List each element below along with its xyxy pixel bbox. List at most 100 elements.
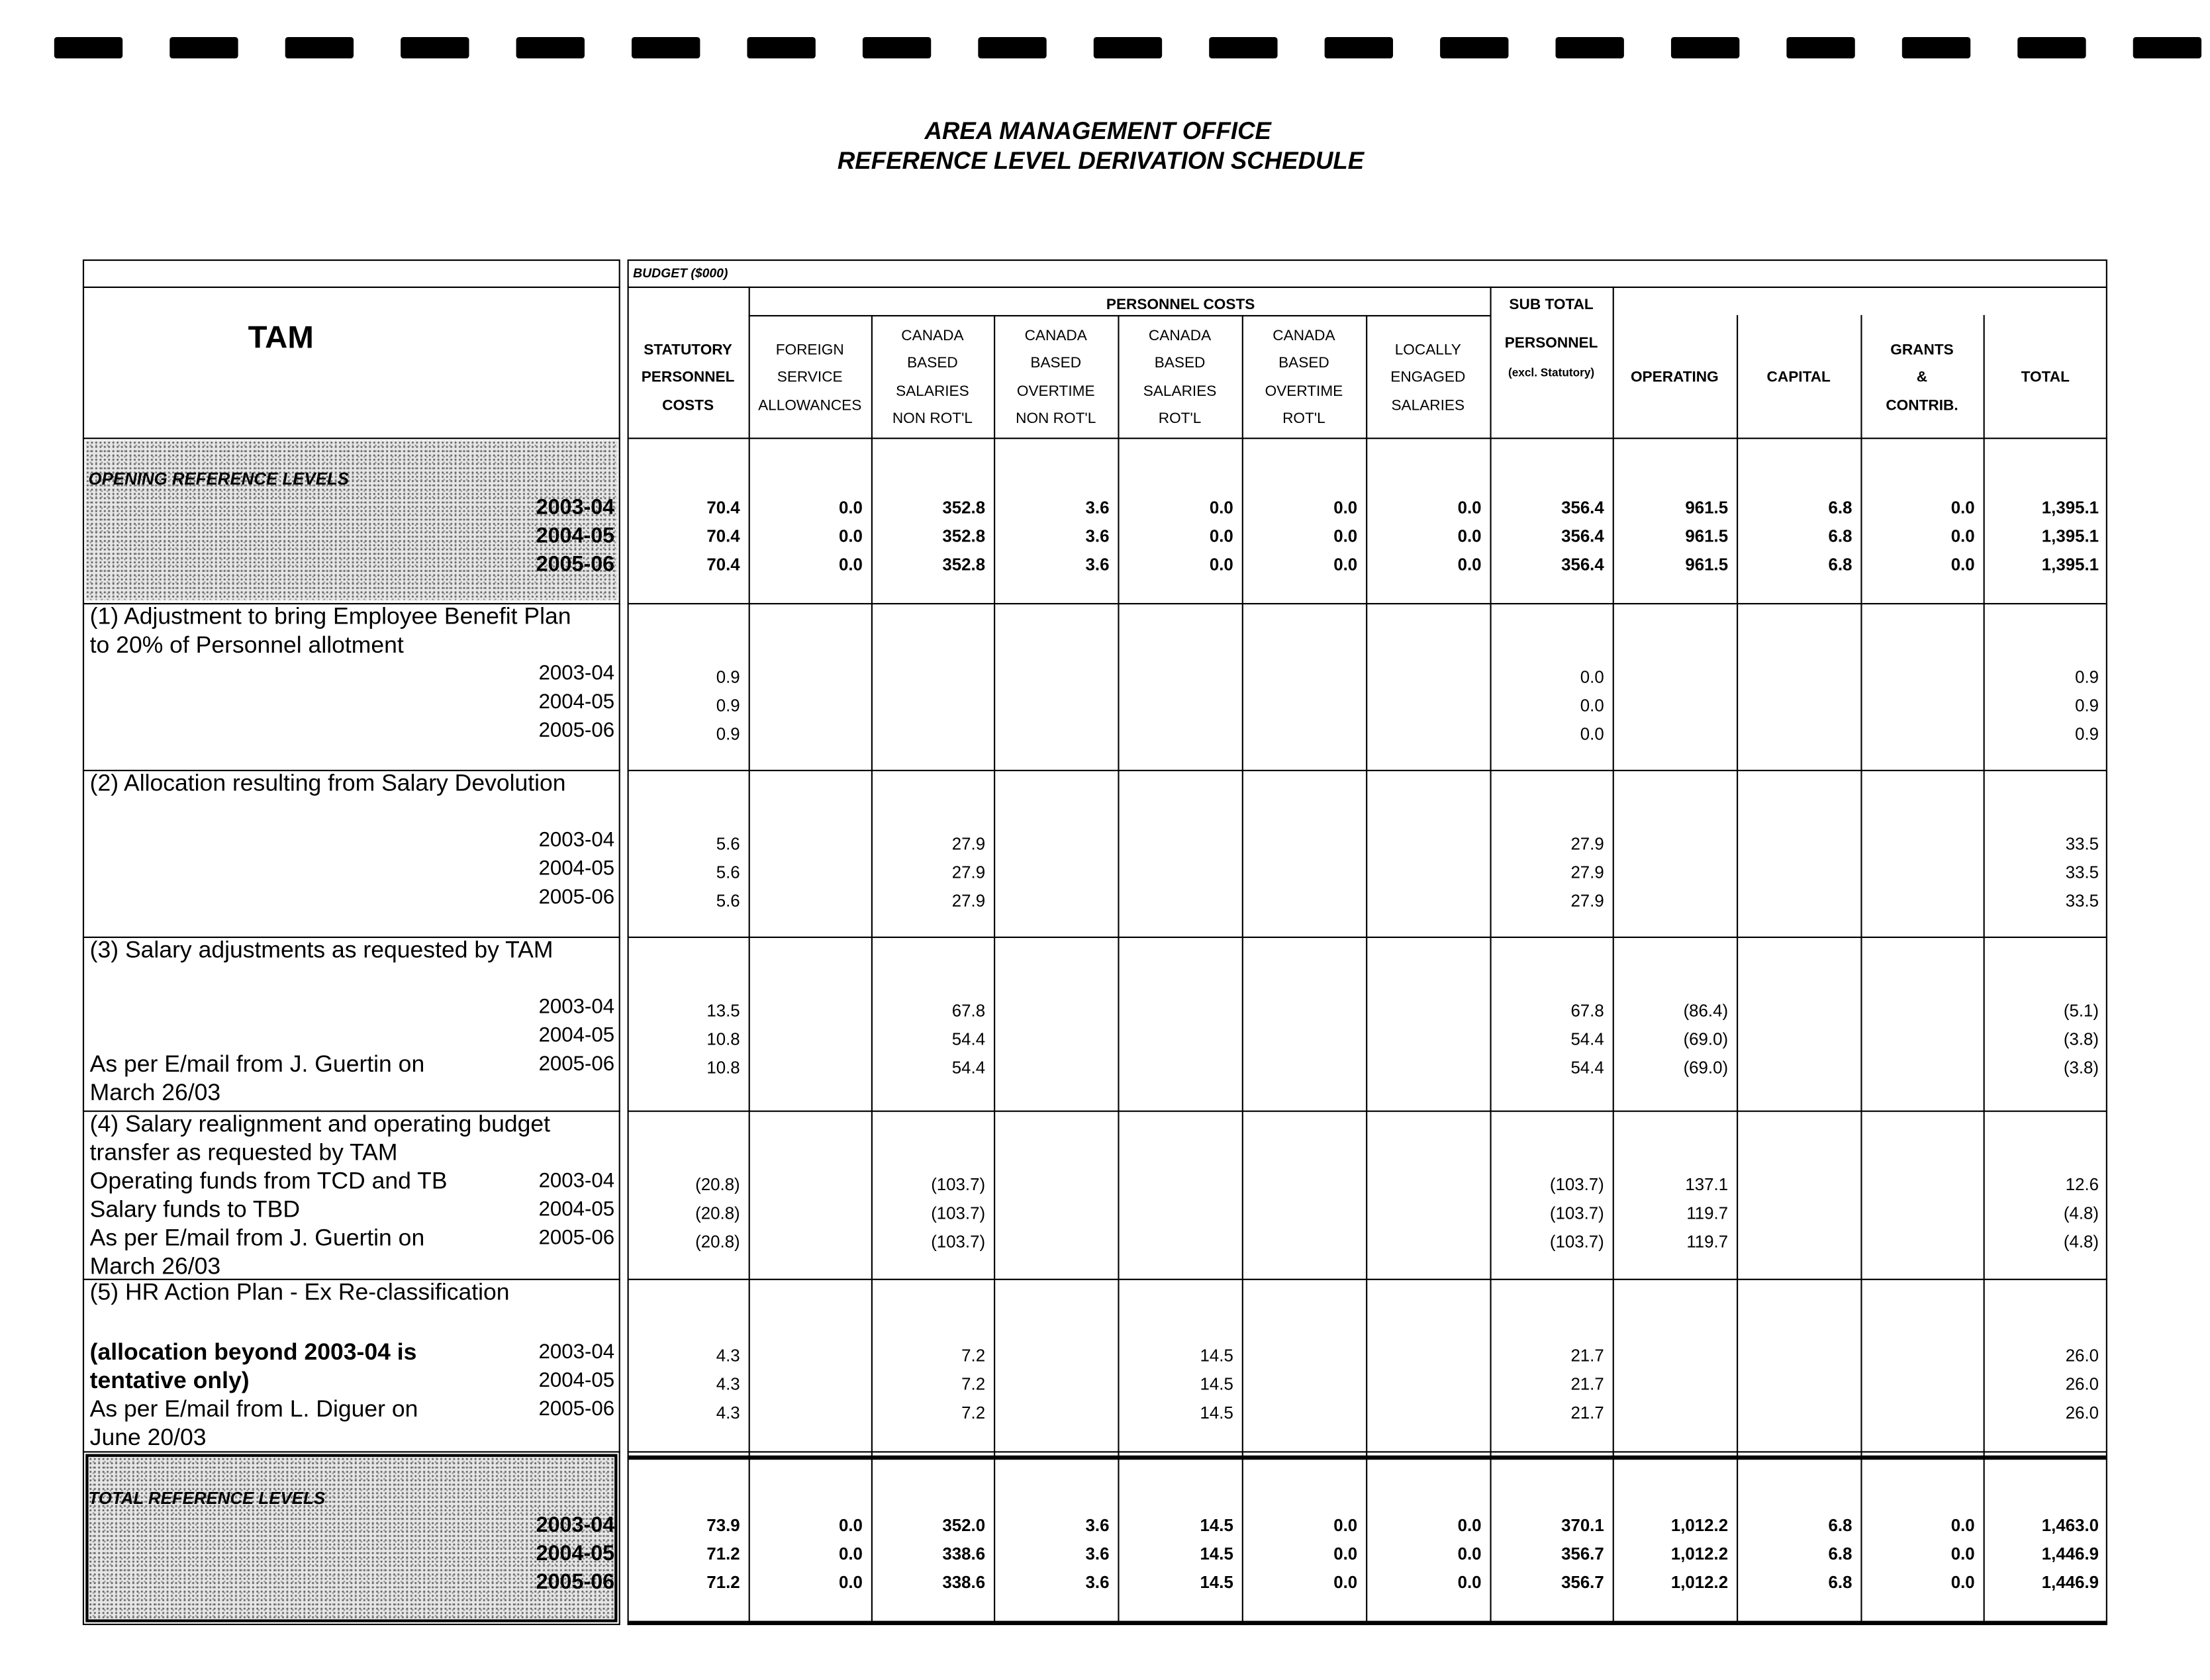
cell-value: 356.4 [1561,526,1604,546]
cell-value: 961.5 [1685,554,1729,575]
block-label: OPENING REFERENCE LEVELS [88,469,349,489]
cell-value: 1,446.9 [2041,1544,2099,1564]
cell-value: 0.0 [1950,497,1975,518]
row-note: Operating funds from TCD and TB [89,1168,448,1195]
left-panel [82,259,620,1626]
cell-value: 0.0 [1457,526,1482,546]
cell-value: 0.0 [838,497,863,518]
cell-value: (20.8) [695,1203,740,1223]
column-header: NON ROT'L [892,410,973,428]
cell-value: (86.4) [1683,1000,1729,1021]
cell-value: (103.7) [1549,1231,1604,1252]
title: AREA MANAGEMENT OFFICE [924,117,1271,145]
cell-value: 0.0 [1950,1572,1975,1593]
subtitle: REFERENCE LEVEL DERIVATION SCHEDULE [837,147,1365,175]
scan-mark [1901,36,1971,59]
column-header: CANADA [901,327,964,345]
cell-value: 33.5 [2065,833,2099,854]
cell-value: 137.1 [1685,1174,1729,1195]
cell-value: 0.0 [1457,1544,1482,1564]
cell-value: 352.0 [942,1515,986,1536]
year: 2004-05 [538,1024,615,1048]
rule [82,1278,620,1281]
total-frame [85,1454,618,1622]
block-label: TOTAL REFERENCE LEVELS [88,1488,326,1509]
cell-value: 0.0 [838,526,863,546]
cell-value: (5.1) [2063,1000,2099,1021]
cell-value: 0.0 [1950,526,1975,546]
cell-value: 27.9 [951,890,986,911]
cell-value: 0.0 [1333,554,1358,575]
cell-value: 14.5 [1200,1544,1233,1564]
rule [627,286,2107,289]
cell-value: 4.3 [716,1374,740,1395]
cell-value: 26.0 [2065,1403,2099,1423]
cell-value: 21.7 [1570,1374,1604,1395]
section-title: to 20% of Personnel allotment [89,632,404,659]
row-note: As per E/mail from J. Guertin on [89,1051,425,1078]
scan-mark [978,36,1047,59]
column-header: ENGAGED [1390,369,1466,387]
cell-value: 0.0 [1950,1544,1975,1564]
cell-value: 0.0 [1457,1515,1482,1536]
cell-value: 1,395.1 [2041,526,2099,546]
cell-value: (4.8) [2063,1231,2099,1252]
year: 2005-06 [536,552,615,577]
cell-value: 0.9 [716,667,740,688]
year: 2003-04 [538,829,615,853]
rule [1118,314,1120,1626]
cell-value: 0.0 [1209,526,1233,546]
cell-value: (3.8) [2063,1057,2099,1078]
column-header: STATUTORY [644,341,732,359]
year: 2003-04 [538,662,615,686]
column-header: ALLOWANCES [758,397,862,414]
year: 2004-05 [538,690,615,714]
cell-value: 14.5 [1200,1515,1233,1536]
cell-value: 0.0 [838,1572,863,1593]
column-header: BASED [1278,355,1329,373]
section-title: transfer as requested by TAM [89,1140,398,1166]
cell-value: 67.8 [1570,1000,1604,1021]
rule [1612,286,1615,1626]
rule [1366,314,1368,1626]
cell-value: 27.9 [951,833,986,854]
cell-value: 27.9 [951,862,986,883]
rule [1737,314,1739,1626]
row-note: tentative only) [89,1368,250,1394]
column-header: TOTAL [2021,369,2070,387]
scan-mark [2017,36,2086,59]
year: 2005-06 [538,886,615,910]
column-header: & [1916,369,1928,387]
column-header: COSTS [662,397,714,414]
cell-value: 338.6 [942,1544,986,1564]
year: 2003-04 [538,1340,615,1364]
cell-value: 54.4 [951,1057,986,1078]
cell-value: 1,395.1 [2041,554,2099,575]
column-header: BASED [907,355,958,373]
row-note: As per E/mail from L. Diguer on [89,1396,418,1423]
cell-value: 14.5 [1200,1403,1233,1423]
cell-value: 4.3 [716,1403,740,1423]
scan-mark [1324,36,1394,59]
cell-value: 33.5 [2065,890,2099,911]
cell-value: 0.0 [1950,1515,1975,1536]
row-note: As per E/mail from J. Guertin on [89,1225,425,1252]
budget-label: BUDGET ($000) [633,265,728,281]
cell-value: 0.0 [1333,497,1358,518]
cell-value: (20.8) [695,1231,740,1252]
column-header: FOREIGN [775,341,844,359]
rule [82,438,620,440]
cell-value: 0.0 [838,554,863,575]
cell-value: 6.8 [1828,526,1852,546]
cell-value: 70.4 [706,554,740,575]
cell-value: 27.9 [1570,890,1604,911]
cell-value: 1,012.2 [1670,1572,1729,1593]
cell-value: (103.7) [1549,1174,1604,1195]
year: 2003-04 [538,1170,615,1193]
row-note: March 26/03 [89,1080,221,1106]
cell-value: (4.8) [2063,1203,2099,1223]
cell-value: 5.6 [716,862,740,883]
cell-value: 0.0 [838,1544,863,1564]
column-header: NON ROT'L [1016,410,1096,428]
cell-value: 3.6 [1085,554,1110,575]
